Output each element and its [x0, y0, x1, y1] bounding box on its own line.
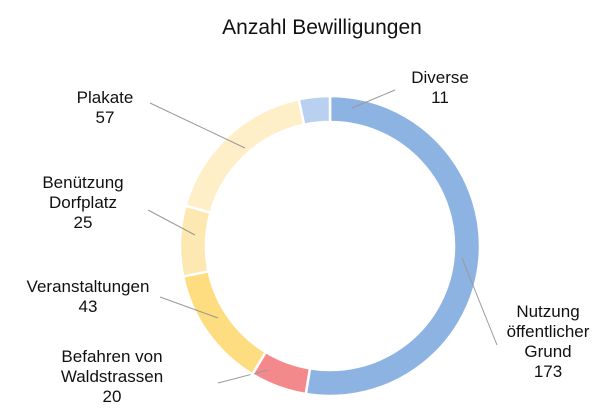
slice-label: Befahren von Waldstrassen 20: [47, 347, 177, 407]
donut-slice: [181, 269, 268, 377]
slice-name: Diverse: [411, 68, 469, 87]
donut-slice: [297, 94, 332, 127]
slice-label: Benützung Dorfplatz 25: [28, 173, 138, 233]
slice-value: 43: [78, 297, 98, 316]
leader-line: [159, 296, 219, 319]
leader-line: [147, 209, 196, 236]
slice-value: 20: [102, 387, 122, 406]
leader-line: [461, 257, 498, 346]
slice-label: Diverse 11: [390, 68, 490, 108]
donut-slice: [178, 204, 213, 279]
slice-value: 11: [431, 88, 449, 107]
slice-name: Veranstaltungen: [26, 277, 150, 296]
slice-label: Nutzung öffentlicher Grund 173: [493, 302, 603, 382]
slice-name: Plakate: [76, 88, 134, 107]
leader-line: [217, 369, 269, 384]
slice-label: Veranstaltungen 43: [8, 277, 168, 317]
slice-value: 57: [95, 108, 115, 127]
slice-name: Befahren von Waldstrassen: [60, 347, 164, 386]
donut-slice: [304, 94, 482, 398]
donut-slice: [183, 97, 306, 215]
slice-name: Benützung Dorfplatz: [42, 173, 124, 212]
slice-value: 25: [73, 213, 93, 232]
leader-line: [351, 89, 396, 109]
slice-value: 173: [533, 362, 563, 381]
chart-title: Anzahl Bewilligungen: [222, 16, 422, 39]
slice-label: Plakate 57: [55, 88, 155, 128]
leader-line: [149, 102, 246, 149]
slice-name: Nutzung öffentlicher Grund: [506, 302, 590, 361]
